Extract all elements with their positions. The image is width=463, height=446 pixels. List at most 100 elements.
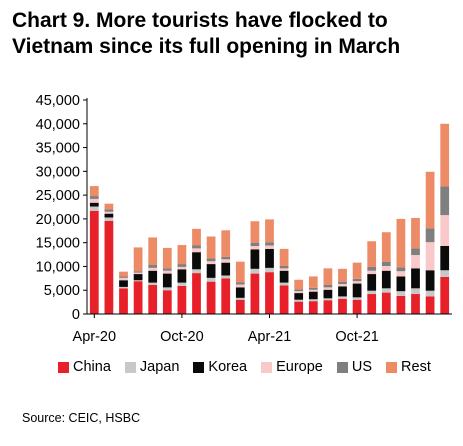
bar-japan-jun-20 — [119, 286, 128, 289]
legend-item-china: China — [58, 359, 111, 375]
bar-us-nov-20 — [192, 245, 201, 249]
legend-swatch — [261, 361, 273, 373]
bar-china-sep-21 — [338, 298, 347, 314]
bar-europe-may-21 — [279, 268, 289, 271]
legend-swatch — [386, 361, 398, 373]
bar-korea-jan-21 — [221, 262, 231, 276]
bar-us-feb-21 — [235, 282, 245, 285]
bar-korea-feb-21 — [235, 287, 245, 298]
bar-rest-nov-21 — [367, 241, 377, 267]
legend-label: Europe — [276, 359, 323, 375]
bar-us-jan-22 — [396, 267, 406, 272]
bar-china-dec-21 — [381, 292, 391, 314]
bar-europe-feb-22 — [411, 255, 420, 269]
bar-europe-apr-21 — [265, 245, 274, 249]
legend-swatch — [193, 361, 205, 373]
bar-china-may-21 — [279, 285, 289, 314]
bar-europe-mar-21 — [250, 245, 260, 250]
bar-korea-sep-20 — [162, 273, 172, 288]
bar-japan-feb-21 — [235, 297, 245, 300]
bar-us-apr-22 — [440, 186, 450, 216]
bar-japan-feb-22 — [411, 288, 420, 295]
y-tick-label: 35,000 — [36, 141, 80, 157]
bar-japan-dec-21 — [381, 288, 391, 293]
bar-china-jun-21 — [294, 301, 304, 314]
legend-label: Korea — [208, 359, 248, 375]
bar-us-jul-20 — [133, 271, 143, 273]
legend-label: China — [73, 359, 111, 375]
bar-rest-sep-20 — [162, 247, 172, 269]
bar-korea-sep-21 — [338, 286, 347, 297]
bar-europe-apr-22 — [440, 215, 450, 246]
bar-us-mar-21 — [250, 242, 260, 246]
x-tick-label: Apr-21 — [248, 329, 292, 345]
bar-korea-mar-22 — [425, 270, 435, 291]
bar-korea-oct-21 — [352, 283, 362, 298]
bar-china-jan-21 — [221, 278, 231, 314]
bar-china-mar-21 — [250, 273, 260, 314]
bar-europe-jul-20 — [133, 272, 143, 275]
bar-europe-aug-21 — [323, 287, 333, 290]
bar-rest-jun-21 — [294, 279, 304, 290]
bar-rest-oct-20 — [177, 245, 187, 265]
bar-korea-may-20 — [104, 213, 114, 218]
bar-china-dec-20 — [206, 281, 216, 314]
legend-swatch — [58, 361, 69, 373]
bar-us-dec-21 — [381, 261, 391, 266]
bar-japan-sep-21 — [338, 296, 347, 299]
bar-japan-apr-21 — [265, 267, 274, 273]
legend-item-japan: Japan — [124, 359, 179, 375]
bar-us-aug-20 — [148, 265, 158, 268]
bar-europe-apr-20 — [89, 198, 99, 203]
bar-china-may-20 — [104, 220, 114, 314]
bar-japan-nov-21 — [367, 290, 377, 295]
bar-us-may-21 — [279, 265, 289, 269]
bar-europe-oct-21 — [352, 281, 362, 284]
bar-korea-nov-20 — [192, 252, 201, 270]
bar-europe-sep-21 — [338, 284, 347, 287]
bar-europe-mar-22 — [425, 242, 435, 271]
legend: China Japan Korea Europe US Rest — [58, 357, 458, 377]
bar-us-may-20 — [104, 209, 114, 212]
bar-japan-may-21 — [279, 282, 289, 286]
bar-china-feb-22 — [411, 294, 420, 314]
y-tick-label: 5,000 — [44, 283, 80, 299]
bar-rest-may-20 — [104, 203, 114, 210]
bar-korea-jul-20 — [133, 274, 143, 281]
y-tick-label: 15,000 — [36, 236, 80, 252]
bar-korea-apr-22 — [440, 245, 450, 271]
bar-rest-jul-20 — [133, 247, 143, 272]
bar-korea-nov-21 — [367, 274, 377, 291]
bar-korea-feb-22 — [411, 268, 420, 289]
chart-title: Chart 9. More tourists have flocked to V… — [12, 9, 401, 58]
y-tick-label: 20,000 — [36, 212, 80, 228]
bar-japan-apr-22 — [440, 270, 450, 277]
bar-japan-apr-20 — [89, 206, 99, 211]
bar-korea-aug-20 — [148, 270, 158, 283]
bar-us-feb-22 — [411, 248, 420, 256]
bar-rest-apr-20 — [89, 186, 99, 197]
bar-europe-sep-20 — [162, 270, 172, 274]
bar-rest-dec-21 — [381, 232, 391, 262]
bar-japan-jul-21 — [308, 299, 318, 302]
bar-china-nov-20 — [192, 273, 201, 314]
bar-us-oct-21 — [352, 278, 362, 282]
x-tick-label: Oct-21 — [335, 329, 379, 345]
bar-japan-dec-20 — [206, 277, 216, 282]
y-tick-label: 25,000 — [36, 188, 80, 204]
bar-korea-jun-21 — [294, 293, 304, 300]
bar-us-jul-21 — [308, 287, 318, 290]
y-tick-label: 30,000 — [36, 164, 80, 180]
bar-europe-aug-20 — [148, 267, 158, 271]
bar-korea-may-21 — [279, 270, 289, 283]
bar-rest-jan-21 — [221, 230, 231, 257]
bar-us-jun-20 — [119, 276, 128, 278]
bar-rest-jul-21 — [308, 276, 318, 288]
bar-china-oct-20 — [177, 285, 187, 314]
bar-rest-jun-20 — [119, 271, 128, 277]
bar-japan-aug-21 — [323, 298, 333, 301]
bar-korea-mar-21 — [250, 249, 260, 269]
bar-japan-mar-22 — [425, 290, 435, 297]
bar-europe-dec-21 — [381, 265, 391, 271]
bar-china-apr-20 — [89, 210, 99, 314]
